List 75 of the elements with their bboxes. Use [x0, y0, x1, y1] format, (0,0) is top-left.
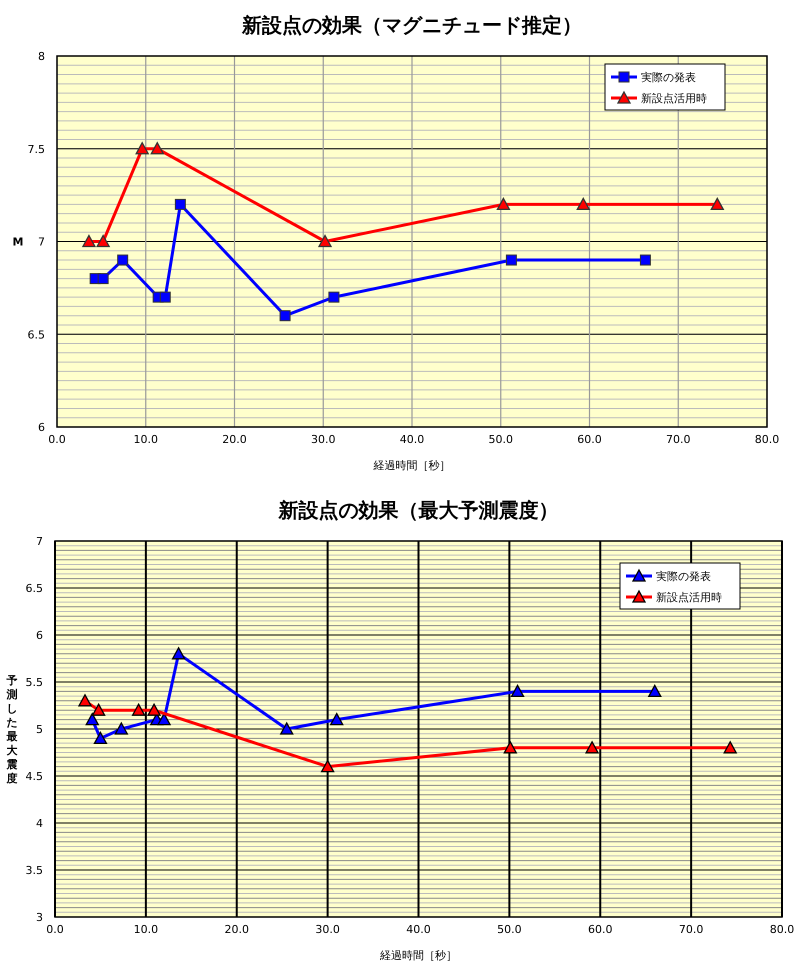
- x-tick-label: 20.0: [224, 923, 249, 936]
- point: [496, 198, 510, 210]
- x-tick-label: 10.0: [134, 433, 158, 446]
- y-tick-label: 6: [36, 629, 43, 642]
- legend-label: 新設点活用時: [641, 92, 707, 105]
- x-tick-label: 40.0: [406, 923, 431, 936]
- point: [330, 712, 344, 726]
- y-tick-label: 3.5: [26, 864, 43, 877]
- legend-label: 実際の発表: [641, 71, 696, 84]
- y-tick-label: 5.5: [26, 676, 43, 689]
- point: [710, 198, 724, 210]
- y-tick-label: 7.5: [28, 142, 45, 156]
- y-tick-label: 6.5: [28, 328, 45, 342]
- x-axis-title: 経過時間［秒］: [372, 459, 450, 472]
- point: [98, 273, 109, 284]
- point: [640, 254, 651, 266]
- x-tick-label: 10.0: [134, 923, 158, 936]
- point: [318, 234, 332, 248]
- legend-label: 新設点活用時: [656, 591, 722, 604]
- point: [136, 142, 149, 154]
- point: [724, 741, 737, 754]
- x-tick-label: 20.0: [222, 433, 247, 446]
- point: [92, 704, 106, 716]
- y-tick-label: 6: [38, 421, 45, 434]
- point: [86, 712, 99, 726]
- point: [172, 647, 186, 660]
- point: [94, 732, 108, 744]
- point: [132, 704, 146, 716]
- x-tick-label: 50.0: [497, 923, 522, 936]
- x-tick-label: 80.0: [770, 923, 794, 936]
- y-axis-title: 予測した最大震度: [6, 674, 18, 785]
- chart-title: 新設点の効果（マグニチュード推定）: [241, 13, 582, 37]
- y-tick-label: 7: [36, 535, 43, 548]
- y-tick-label: 7: [38, 236, 45, 248]
- point: [150, 142, 164, 154]
- point: [328, 292, 340, 303]
- point: [320, 760, 334, 772]
- x-tick-label: 70.0: [666, 433, 690, 446]
- point: [114, 722, 128, 735]
- point: [506, 254, 517, 266]
- y-axis-title: M: [12, 236, 24, 248]
- point: [576, 198, 590, 210]
- x-tick-label: 80.0: [754, 433, 780, 446]
- point: [585, 741, 599, 754]
- point: [510, 684, 524, 698]
- x-tick-label: 0.0: [46, 923, 64, 936]
- x-axis-title: 経過時間［秒］: [379, 949, 457, 962]
- point: [96, 234, 110, 248]
- point: [504, 741, 517, 754]
- x-tick-label: 50.0: [488, 433, 513, 446]
- x-tick-label: 40.0: [400, 433, 424, 446]
- y-tick-label: 6.5: [26, 582, 43, 595]
- point: [82, 234, 96, 248]
- x-tick-label: 30.0: [315, 923, 340, 936]
- x-tick-label: 60.0: [577, 433, 602, 446]
- y-tick-label: 5: [36, 723, 43, 736]
- point: [280, 722, 294, 735]
- chart-title: 新設点の効果（最大予測震度）: [278, 498, 558, 522]
- point: [280, 310, 291, 322]
- point: [78, 694, 92, 706]
- legend-label: 実際の発表: [656, 570, 711, 583]
- x-tick-label: 60.0: [588, 923, 612, 936]
- y-tick-label: 4.5: [26, 770, 43, 783]
- x-tick-label: 30.0: [311, 433, 336, 446]
- y-tick-label: 3: [36, 911, 43, 924]
- x-tick-label: 0.0: [48, 433, 66, 446]
- point: [157, 712, 171, 726]
- point: [174, 198, 186, 210]
- y-tick-label: 4: [36, 817, 43, 830]
- point: [648, 684, 662, 698]
- point: [117, 254, 128, 266]
- y-tick-label: 8: [38, 50, 45, 63]
- point: [147, 704, 161, 716]
- point: [160, 292, 171, 303]
- x-tick-label: 70.0: [678, 923, 704, 936]
